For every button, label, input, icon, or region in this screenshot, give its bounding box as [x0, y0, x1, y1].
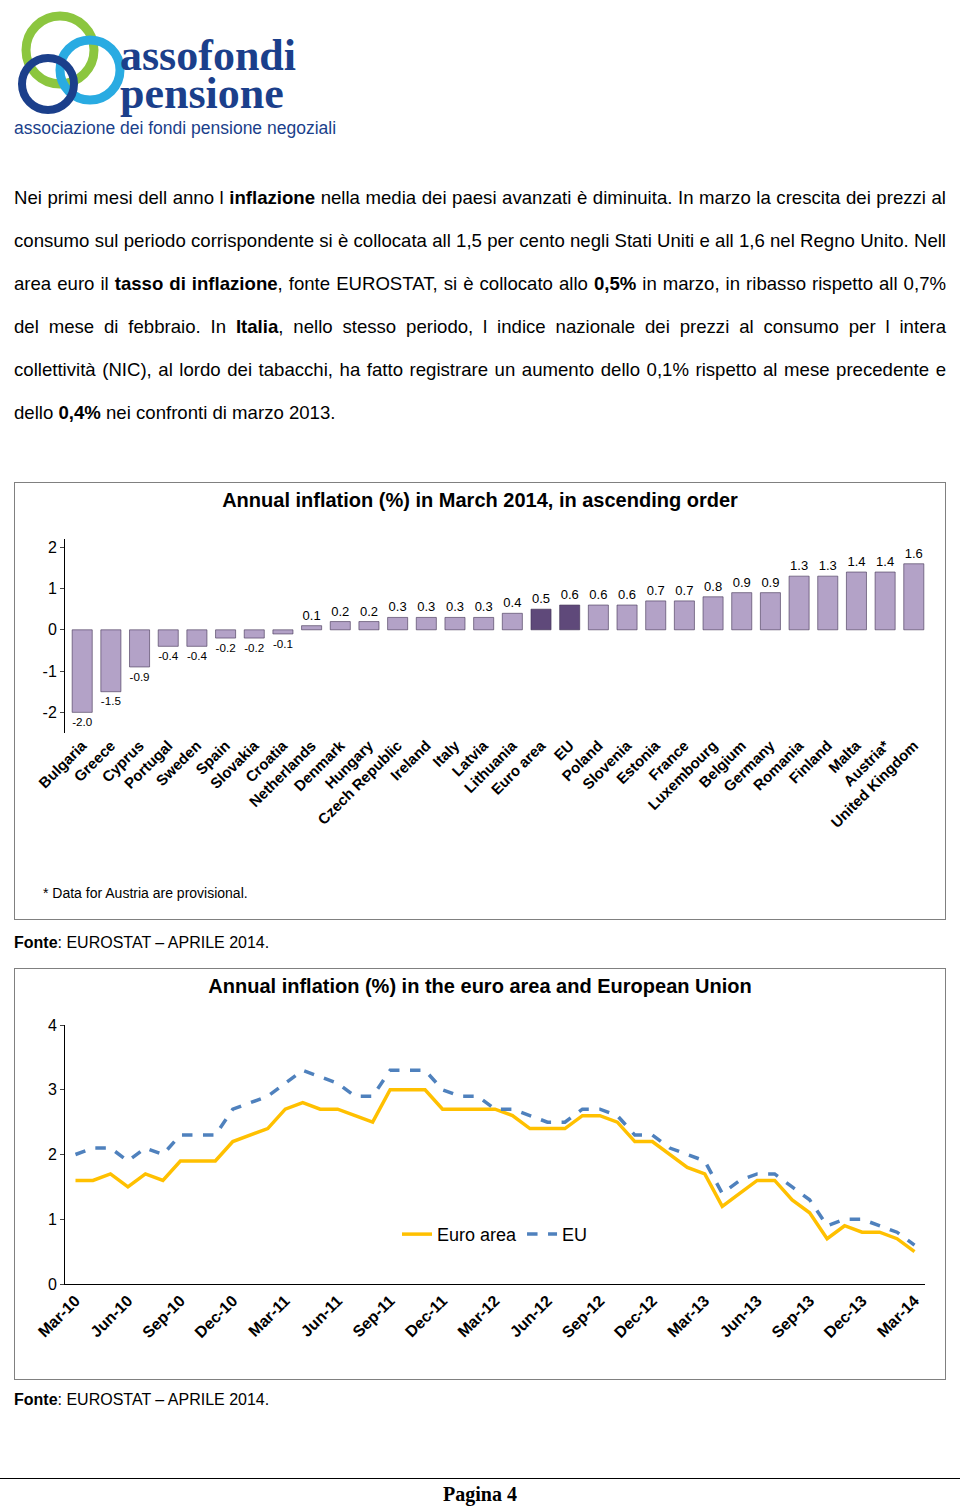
html-text:Fonte: EUROSTAT – APRILE 2014.: Fonte: EUROSTAT – APRILE 2014.	[14, 934, 270, 951]
svg-text:EU: EU	[562, 1225, 587, 1245]
svg-text:0.9: 0.9	[761, 575, 779, 590]
svg-text:Jun-10: Jun-10	[87, 1292, 136, 1341]
svg-text:Bulgaria: Bulgaria	[35, 736, 90, 791]
svg-text:Sep-10: Sep-10	[139, 1292, 188, 1341]
svg-text:Sep-13: Sep-13	[768, 1292, 817, 1341]
svg-text:Czech Republic: Czech Republic	[314, 737, 405, 828]
svg-text:United Kingdom: United Kingdom	[827, 737, 921, 831]
svg-text:Dec-12: Dec-12	[611, 1292, 660, 1341]
svg-text:0.8: 0.8	[704, 579, 722, 594]
svg-text:0: 0	[48, 621, 57, 638]
svg-text:0.9: 0.9	[733, 575, 751, 590]
svg-text:-0.4: -0.4	[158, 649, 179, 662]
svg-text:0.6: 0.6	[618, 587, 636, 602]
svg-text:Luxembourg: Luxembourg	[644, 737, 720, 813]
html-text:Fonte: EUROSTAT – APRILE 2014.: Fonte: EUROSTAT – APRILE 2014.	[14, 1391, 270, 1408]
svg-text:Greece: Greece	[70, 737, 118, 785]
svg-text:0.3: 0.3	[389, 599, 407, 614]
html-text:* Data for Austria are provisi: * Data for Austria are provisional.	[43, 885, 248, 901]
svg-text:assofondi: assofondi	[120, 31, 297, 80]
svg-text:Dec-13: Dec-13	[821, 1292, 870, 1341]
svg-text:-0.2: -0.2	[216, 641, 236, 654]
svg-text:Mar-11: Mar-11	[245, 1292, 293, 1340]
svg-text:France: France	[645, 737, 692, 784]
svg-text:4: 4	[48, 1017, 57, 1034]
svg-text:3: 3	[48, 1081, 57, 1098]
svg-text:Annual inflation (%) in March: Annual inflation (%) in March 2014, in a…	[222, 489, 738, 511]
svg-text:0.3: 0.3	[475, 599, 493, 614]
svg-text:0.4: 0.4	[503, 595, 521, 610]
svg-text:pensione: pensione	[120, 69, 284, 118]
svg-text:1: 1	[48, 1211, 57, 1228]
svg-text:-1.5: -1.5	[101, 694, 121, 707]
svg-text:Spain: Spain	[192, 737, 233, 778]
svg-text:Estonia: Estonia	[613, 736, 664, 787]
svg-text:Latvia: Latvia	[448, 736, 491, 779]
svg-text:0.2: 0.2	[331, 604, 349, 619]
svg-text:Austria*: Austria*	[840, 737, 893, 790]
svg-text:Euro area: Euro area	[487, 736, 548, 797]
svg-text:Euro area: Euro area	[437, 1225, 517, 1245]
svg-text:-0.1: -0.1	[273, 637, 293, 650]
svg-text:1.6: 1.6	[905, 546, 923, 561]
svg-text:Dec-11: Dec-11	[402, 1292, 451, 1341]
svg-text:Lithuania: Lithuania	[461, 736, 521, 796]
svg-text:1.3: 1.3	[790, 558, 808, 573]
svg-text:2: 2	[48, 539, 57, 556]
svg-text:Slovenia: Slovenia	[579, 736, 635, 792]
svg-text:0.1: 0.1	[303, 608, 321, 623]
svg-text:-1: -1	[43, 663, 57, 680]
svg-text:Germany: Germany	[720, 736, 778, 794]
svg-text:Jun-12: Jun-12	[507, 1292, 556, 1341]
svg-text:Portugal: Portugal	[121, 737, 176, 792]
svg-text:-0.2: -0.2	[244, 641, 264, 654]
svg-text:Romania: Romania	[750, 736, 807, 793]
svg-text:Annual inflation (%) in the eu: Annual inflation (%) in the euro area an…	[208, 975, 751, 997]
svg-text:Dec-10: Dec-10	[191, 1292, 240, 1341]
svg-text:Finland: Finland	[785, 737, 835, 787]
svg-text:Cyprus: Cyprus	[98, 737, 147, 786]
svg-text:Poland: Poland	[558, 737, 605, 784]
svg-text:associazione dei fondi pension: associazione dei fondi pensione negozial…	[14, 118, 336, 138]
svg-text:Denmark: Denmark	[290, 736, 348, 794]
svg-text:Mar-10: Mar-10	[35, 1292, 84, 1341]
svg-text:Hungary: Hungary	[321, 736, 377, 792]
svg-text:1.3: 1.3	[819, 558, 837, 573]
svg-text:0.2: 0.2	[360, 604, 378, 619]
svg-text:-0.4: -0.4	[187, 649, 208, 662]
svg-text:1.4: 1.4	[876, 554, 894, 569]
svg-text:Croatia: Croatia	[242, 736, 291, 785]
html-text:Nei primi mesi dell anno l inf: Nei primi mesi dell anno l inflazione ne…	[14, 187, 946, 423]
svg-text:Sep-11: Sep-11	[349, 1292, 398, 1341]
svg-text:Mar-13: Mar-13	[664, 1292, 713, 1341]
svg-text:-2: -2	[43, 704, 57, 721]
svg-text:Mar-14: Mar-14	[874, 1292, 923, 1341]
svg-text:EU: EU	[550, 737, 577, 764]
svg-text:0.6: 0.6	[561, 587, 579, 602]
svg-text:0: 0	[48, 1276, 57, 1293]
svg-text:0.5: 0.5	[532, 591, 550, 606]
svg-text:Jun-11: Jun-11	[298, 1292, 346, 1340]
svg-text:2: 2	[48, 1146, 57, 1163]
svg-text:0.3: 0.3	[446, 599, 464, 614]
svg-text:Netherlands: Netherlands	[246, 737, 319, 810]
svg-text:Mar-12: Mar-12	[454, 1292, 503, 1341]
svg-text:0.6: 0.6	[589, 587, 607, 602]
svg-text:Sep-12: Sep-12	[559, 1292, 608, 1341]
svg-text:Sweden: Sweden	[152, 737, 204, 789]
svg-text:Ireland: Ireland	[387, 737, 434, 784]
html-text:Pagina 4: Pagina 4	[443, 1483, 517, 1505]
svg-text:Jun-13: Jun-13	[716, 1292, 765, 1341]
svg-text:1: 1	[48, 580, 57, 597]
svg-text:-0.9: -0.9	[130, 670, 150, 683]
svg-text:Malta: Malta	[825, 736, 865, 776]
svg-text:0.7: 0.7	[675, 583, 693, 598]
svg-text:0.3: 0.3	[417, 599, 435, 614]
svg-text:Slovakia: Slovakia	[207, 736, 263, 792]
svg-text:-2.0: -2.0	[72, 715, 93, 728]
svg-text:Italy: Italy	[429, 736, 463, 770]
svg-text:1.4: 1.4	[847, 554, 865, 569]
svg-text:0.7: 0.7	[647, 583, 665, 598]
svg-text:Belgium: Belgium	[695, 737, 749, 791]
